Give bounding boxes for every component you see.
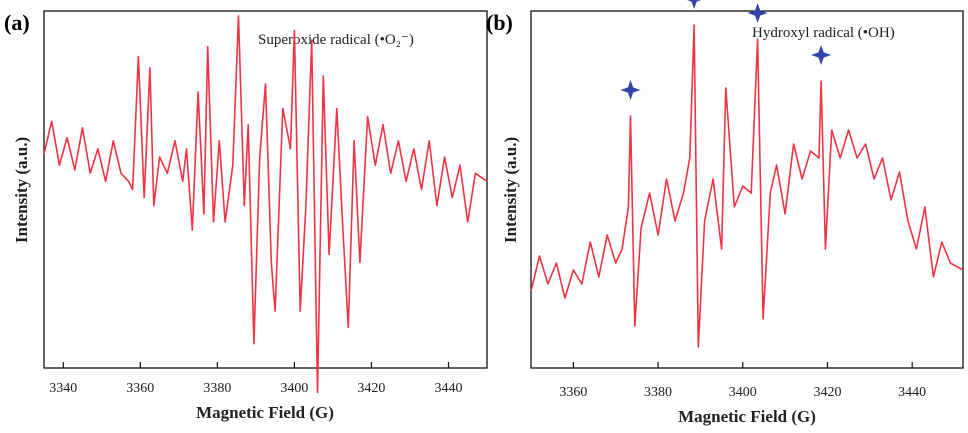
panel-a-plot-frame <box>43 10 488 369</box>
panel-b-x-axis-title: Magnetic Field (G) <box>678 407 816 426</box>
x-tick-label: 3360 <box>559 385 587 400</box>
panel-a-annotation: Superoxide radical (•O₂⁻) <box>258 32 414 48</box>
x-tick-label: 3400 <box>729 385 757 400</box>
panel-a-spectrum-line <box>43 15 488 394</box>
x-tick-label: 3360 <box>126 381 154 396</box>
panel-b-x-tick-labels: 3360 3380 3400 3420 3440 <box>559 385 926 400</box>
x-tick-label: 3420 <box>813 385 841 400</box>
peak-star-marker <box>811 45 832 65</box>
panel-b-x-ticks <box>572 362 913 368</box>
x-tick-label: 3440 <box>898 385 926 400</box>
x-tick-label: 3340 <box>49 381 77 396</box>
panel-a-y-axis-title: Intensity (a.u.) <box>12 137 31 243</box>
x-tick-label: 3380 <box>644 385 672 400</box>
panel-b-peak-markers <box>620 0 832 100</box>
panel-b-label: (b) <box>486 10 513 35</box>
x-tick-label: 3400 <box>280 381 308 396</box>
panel-b-annotation: Hydroxyl radical (•OH) <box>752 25 895 41</box>
panel-a-x-tick-labels: 3340 3360 3380 3400 3420 3440 <box>49 381 462 396</box>
peak-star-marker <box>686 0 702 9</box>
panel-b-plot-frame <box>530 10 964 369</box>
panel-a-chart: (a) Superoxide radical (•O₂⁻) 3340 3360 33… <box>4 10 488 422</box>
x-tick-label: 3420 <box>357 381 385 396</box>
panel-a-x-ticks <box>62 362 450 368</box>
panel-a-label: (a) <box>4 10 30 35</box>
panel-a-x-axis-title: Magnetic Field (G) <box>196 403 334 422</box>
panel-b-chart: (b) Hydroxyl radical (•OH) 3360 3380 3400 3… <box>486 0 964 426</box>
panel-b-y-axis-title: Intensity (a.u.) <box>501 137 520 243</box>
peak-star-marker <box>747 3 768 23</box>
peak-star-marker <box>620 80 641 100</box>
panel-b-spectrum-line <box>530 24 964 348</box>
x-tick-label: 3380 <box>203 381 231 396</box>
x-tick-label: 3440 <box>434 381 462 396</box>
